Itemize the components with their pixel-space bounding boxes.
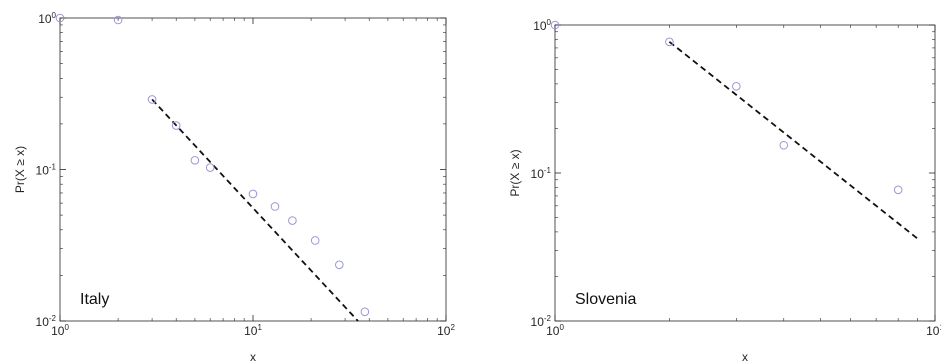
data-point [190,156,200,165]
data-point [550,20,560,30]
x-tick-label: 102 [437,323,455,338]
chart-panel-slovenia: 100 101 100 10-1 10-2 x Pr(X ≥ x) Slovenia [508,18,941,364]
y-tick-label: 100 [533,18,551,33]
data-point [893,185,903,195]
x-axis-label: x [742,350,748,364]
data-point [248,189,258,199]
data-point [732,82,741,91]
data-point [113,15,123,25]
x-axis-label: x [250,350,256,364]
y-tick-label: 10-2 [36,314,57,329]
x-tick-label: 100 [51,323,69,338]
data-point [55,13,65,23]
y-axis-label: Pr(X ≥ x) [13,146,27,193]
major-ticks [554,24,936,322]
plot-area [554,24,936,322]
chart-panel-italy: 100 101 102 100 10-1 10-2 x Pr(X ≥ x) Italy [13,11,455,364]
data-point [288,216,297,225]
panel-label: Slovenia [575,291,636,308]
data-point [779,140,789,150]
data-point [360,307,370,317]
x-tick-label: 101 [926,323,941,338]
major-ticks [59,17,447,322]
data-point [270,202,280,211]
plot-area [59,17,447,322]
y-axis-label: Pr(X ≥ x) [508,149,522,196]
data-point [205,163,215,172]
fit-line [668,41,919,240]
data-point [147,95,157,104]
plot-content [550,20,919,240]
fit-line [151,98,359,322]
panel-label: Italy [80,291,109,308]
data-point [171,121,181,130]
y-tick-label: 10-2 [531,314,552,329]
data-point [310,236,320,245]
data-point [665,37,674,47]
y-tick-label: 100 [38,11,56,26]
x-tick-label: 101 [244,323,262,338]
data-point [335,260,344,270]
minor-ticks [555,25,935,321]
y-tick-label: 10-1 [531,166,552,181]
y-tick-label: 10-1 [36,163,57,178]
minor-ticks [60,18,446,321]
plot-content [55,13,370,322]
x-tick-label: 100 [546,323,564,338]
